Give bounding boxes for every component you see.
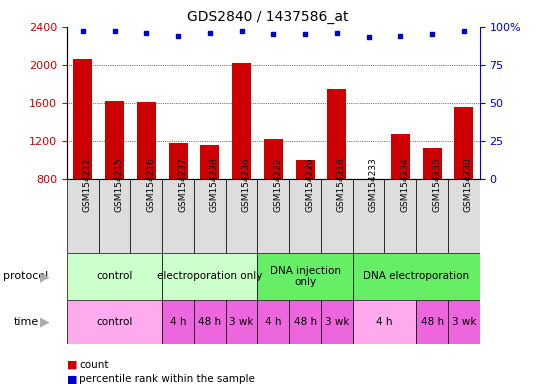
- FancyBboxPatch shape: [257, 253, 353, 300]
- Text: 3 wk: 3 wk: [229, 316, 254, 327]
- Text: 48 h: 48 h: [421, 316, 444, 327]
- Text: protocol: protocol: [3, 271, 48, 281]
- FancyBboxPatch shape: [257, 179, 289, 253]
- Bar: [73, 59, 92, 179]
- FancyBboxPatch shape: [162, 253, 257, 300]
- Text: GSM154237: GSM154237: [178, 157, 187, 212]
- FancyBboxPatch shape: [353, 300, 416, 344]
- Text: 4 h: 4 h: [265, 316, 281, 327]
- Text: 4 h: 4 h: [170, 316, 187, 327]
- Text: ▶: ▶: [40, 315, 49, 328]
- Text: 48 h: 48 h: [198, 316, 221, 327]
- FancyBboxPatch shape: [67, 253, 162, 300]
- Text: 3 wk: 3 wk: [452, 316, 476, 327]
- Text: time: time: [13, 316, 39, 327]
- FancyBboxPatch shape: [416, 179, 448, 253]
- FancyBboxPatch shape: [226, 179, 257, 253]
- Text: DNA electroporation: DNA electroporation: [363, 271, 470, 281]
- Text: GSM154233: GSM154233: [369, 157, 377, 212]
- FancyBboxPatch shape: [448, 300, 480, 344]
- Bar: [200, 146, 219, 179]
- Text: percentile rank within the sample: percentile rank within the sample: [79, 374, 255, 384]
- Bar: [295, 160, 315, 179]
- Bar: [105, 101, 124, 179]
- FancyBboxPatch shape: [194, 300, 226, 344]
- Text: GSM154215: GSM154215: [115, 157, 124, 212]
- Bar: [232, 63, 251, 179]
- FancyBboxPatch shape: [321, 179, 353, 253]
- Text: count: count: [79, 360, 109, 370]
- FancyBboxPatch shape: [226, 300, 257, 344]
- FancyBboxPatch shape: [289, 179, 321, 253]
- Text: GSM154235: GSM154235: [432, 157, 441, 212]
- Text: control: control: [96, 316, 133, 327]
- Text: GSM154226: GSM154226: [305, 157, 314, 212]
- Text: GSM154216: GSM154216: [146, 157, 155, 212]
- Text: control: control: [96, 271, 133, 281]
- FancyBboxPatch shape: [257, 300, 289, 344]
- Bar: [169, 144, 188, 179]
- Text: electroporation only: electroporation only: [157, 271, 263, 281]
- Text: 3 wk: 3 wk: [325, 316, 349, 327]
- FancyBboxPatch shape: [130, 179, 162, 253]
- Text: ▶: ▶: [40, 270, 49, 283]
- Text: GSM154234: GSM154234: [400, 157, 410, 212]
- Text: GSM154238: GSM154238: [210, 157, 219, 212]
- FancyBboxPatch shape: [162, 179, 194, 253]
- Bar: [327, 88, 346, 179]
- FancyBboxPatch shape: [353, 253, 480, 300]
- FancyBboxPatch shape: [384, 179, 416, 253]
- Text: ■: ■: [67, 360, 78, 370]
- FancyBboxPatch shape: [194, 179, 226, 253]
- Bar: [264, 139, 283, 179]
- FancyBboxPatch shape: [353, 179, 384, 253]
- FancyBboxPatch shape: [289, 300, 321, 344]
- FancyBboxPatch shape: [67, 179, 99, 253]
- FancyBboxPatch shape: [67, 300, 162, 344]
- FancyBboxPatch shape: [321, 300, 353, 344]
- Text: ■: ■: [67, 374, 78, 384]
- Text: GSM154230: GSM154230: [464, 157, 473, 212]
- FancyBboxPatch shape: [162, 300, 194, 344]
- Text: GDS2840 / 1437586_at: GDS2840 / 1437586_at: [187, 10, 349, 23]
- FancyBboxPatch shape: [448, 179, 480, 253]
- Bar: [422, 148, 442, 179]
- Bar: [455, 106, 473, 179]
- FancyBboxPatch shape: [99, 179, 130, 253]
- Text: 4 h: 4 h: [376, 316, 393, 327]
- Bar: [137, 102, 156, 179]
- Text: DNA injection
only: DNA injection only: [270, 266, 340, 287]
- Text: GSM154222: GSM154222: [273, 157, 282, 212]
- Text: GSM154236: GSM154236: [242, 157, 251, 212]
- FancyBboxPatch shape: [416, 300, 448, 344]
- Bar: [391, 134, 410, 179]
- Text: GSM154218: GSM154218: [337, 157, 346, 212]
- Text: GSM154212: GSM154212: [83, 157, 92, 212]
- Text: 48 h: 48 h: [294, 316, 317, 327]
